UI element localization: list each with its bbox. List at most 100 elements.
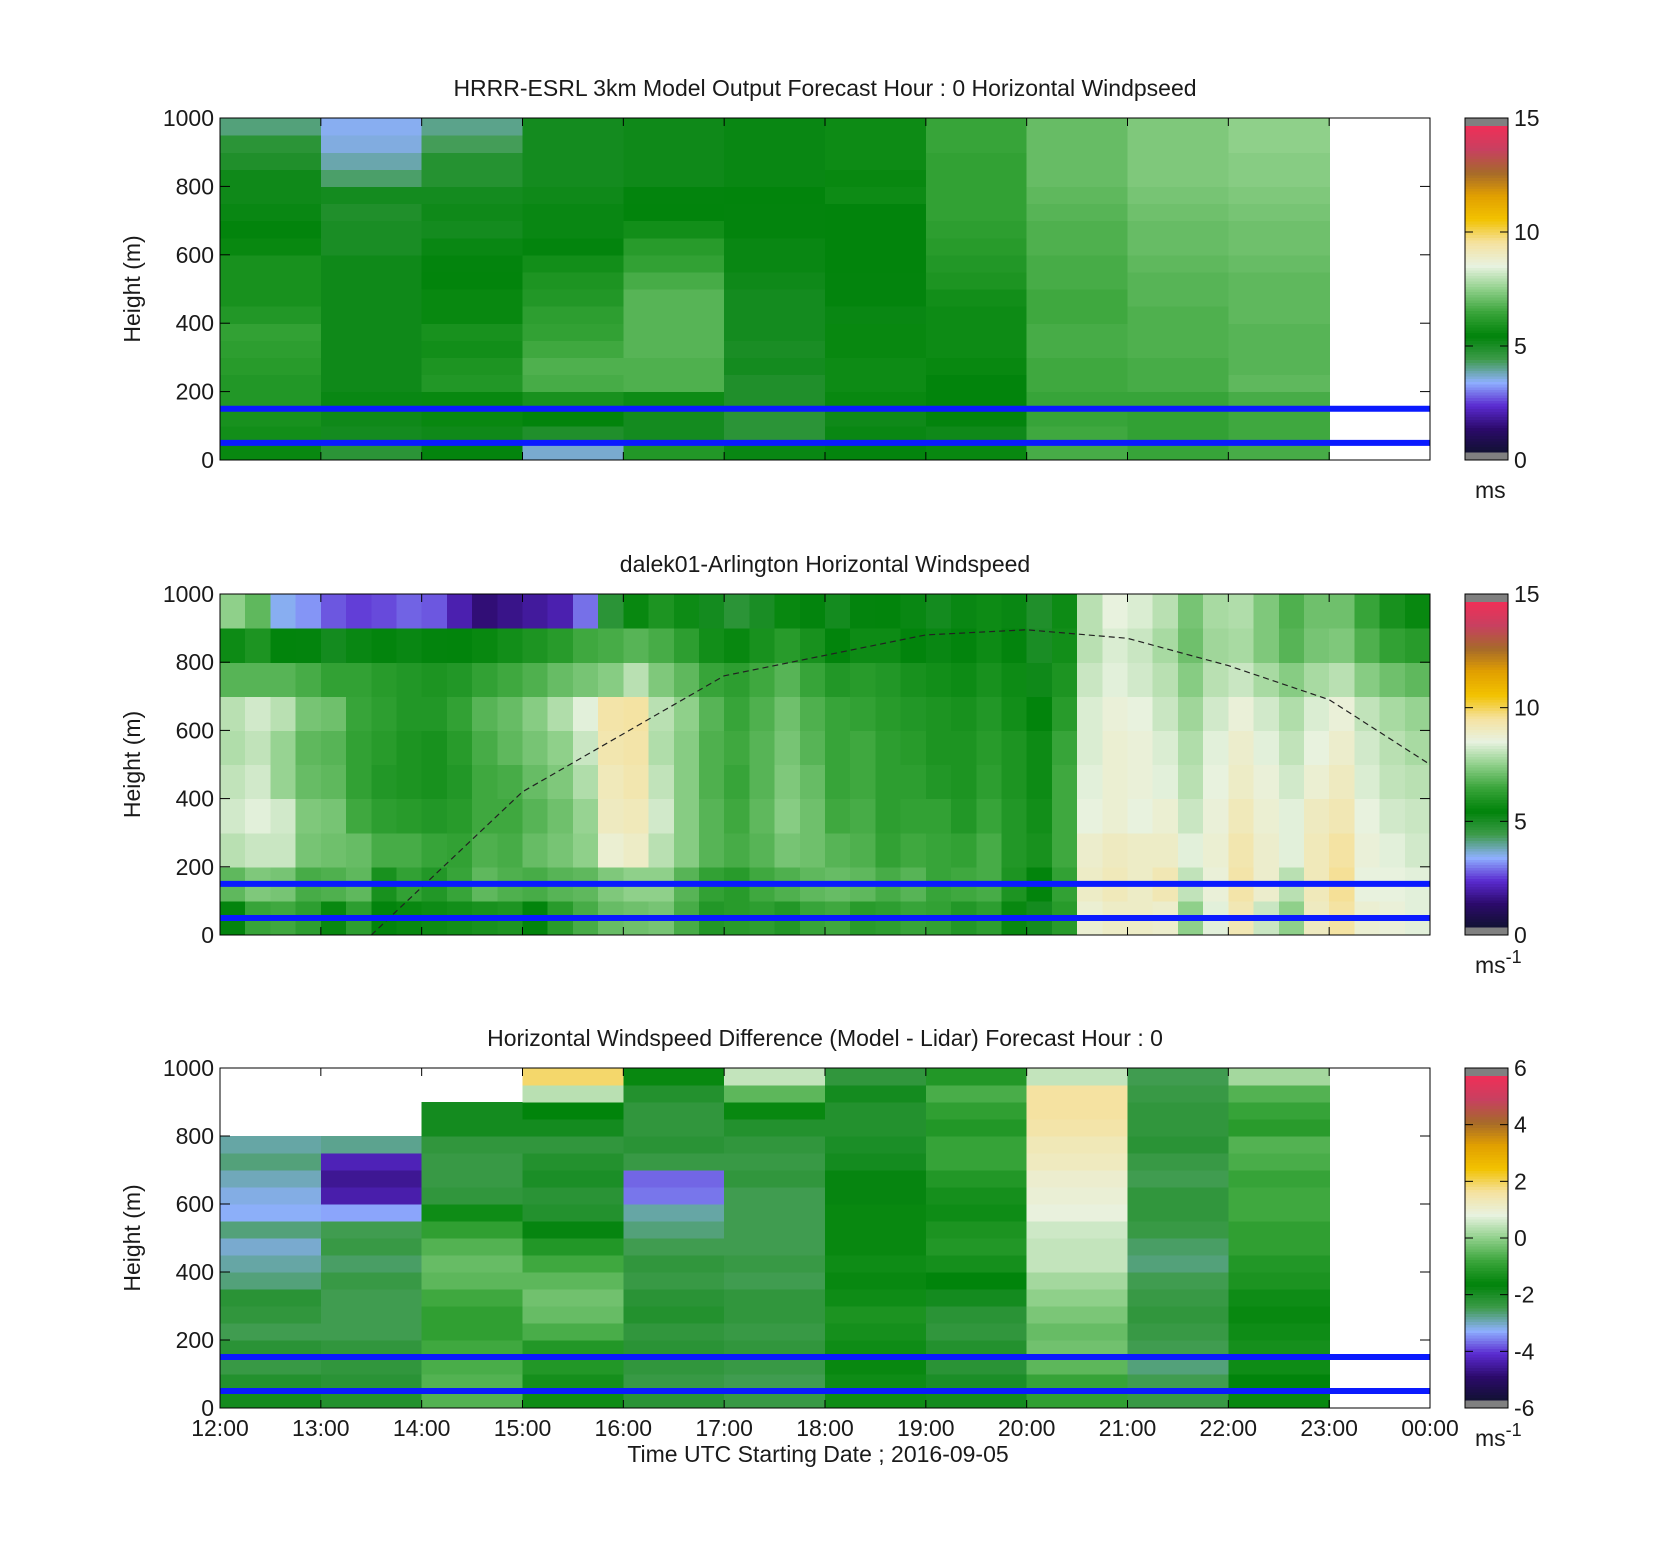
heatmap-cell (1228, 254, 1330, 273)
colorbar-segment (1465, 297, 1508, 301)
colorbar-segment (1465, 1343, 1508, 1347)
heatmap-cell (1228, 1187, 1330, 1205)
colorbar-segment (1465, 1348, 1508, 1352)
heatmap-cell (1228, 832, 1255, 868)
colorbar-segment (1465, 1286, 1508, 1290)
heatmap-cell (749, 730, 776, 766)
heatmap-cell (925, 237, 1028, 256)
heatmap-cell (774, 798, 801, 834)
heatmap-cell (270, 628, 297, 663)
heatmap-cell (1228, 220, 1330, 239)
colorbar-segment (1465, 212, 1508, 217)
heatmap-cell (220, 1357, 322, 1375)
colorbar-segment (1465, 343, 1508, 347)
colorbar-segment (1465, 308, 1508, 312)
heatmap-cell (421, 271, 524, 290)
heatmap-cell (698, 628, 725, 663)
heatmap-cell (421, 323, 524, 341)
heatmap-cell (295, 764, 322, 800)
heatmap-cell (295, 662, 322, 697)
heatmap-cell (724, 203, 826, 222)
x-tick-label: 18:00 (796, 1415, 854, 1441)
colorbar-tick-label: 10 (1514, 695, 1540, 721)
heatmap-cell (1203, 730, 1229, 766)
heatmap-cell (623, 1306, 725, 1324)
heatmap-cell (1354, 628, 1381, 663)
heatmap-cell (825, 306, 927, 324)
colorbar-segment (1465, 718, 1508, 722)
heatmap-cell (1177, 798, 1204, 834)
heatmap-cell (522, 1238, 624, 1256)
heatmap-cell (1077, 832, 1103, 868)
heatmap-cell (1278, 594, 1305, 629)
colorbar-segment (1465, 1240, 1508, 1244)
heatmap-cell (1026, 152, 1129, 170)
heatmap-cell (270, 730, 297, 766)
x-tick-label: 16:00 (595, 1415, 653, 1441)
heatmap-cell (925, 764, 952, 800)
heatmap-cell (900, 764, 927, 800)
colorbar-segment (1465, 802, 1508, 806)
colorbar-segment (1465, 794, 1508, 798)
heatmap-cell (1026, 374, 1129, 393)
heatmap-cell (925, 1289, 1028, 1307)
heatmap-cell (1228, 1136, 1330, 1154)
heatmap-cell (1228, 1153, 1330, 1171)
heatmap-cell (724, 186, 826, 205)
heatmap-cell (976, 696, 1003, 731)
heatmap-cell (1127, 1238, 1229, 1256)
heatmap-cell (1127, 1085, 1229, 1103)
heatmap-cell (1354, 696, 1381, 731)
heatmap-cell (976, 662, 1003, 697)
colorbar-segment (1465, 764, 1508, 768)
heatmap-cell (724, 340, 826, 358)
colorbar-segment (1465, 775, 1508, 779)
colorbar-segment (1465, 253, 1508, 257)
colorbar-segment (1465, 1097, 1508, 1101)
colorbar-segment (1465, 150, 1508, 154)
heatmap-cell (522, 323, 624, 341)
heatmap-cell (1026, 1068, 1129, 1086)
heatmap-cell (1404, 730, 1431, 766)
colorbar-segment (1465, 813, 1508, 817)
colorbar-frame (1464, 593, 1509, 936)
heatmap-cell (875, 662, 902, 697)
heatmap-cell (825, 408, 927, 427)
colorbar-segment (1465, 1300, 1508, 1304)
heatmap-cell (951, 628, 977, 663)
heatmap-cell (623, 1391, 725, 1409)
heatmap-cell (951, 764, 977, 800)
colorbar-tick-label: -6 (1514, 1395, 1534, 1421)
heatmap-cell (925, 254, 1028, 273)
heatmap-cell (623, 340, 725, 358)
heatmap-cell (320, 1204, 423, 1222)
heatmap-cell (724, 152, 826, 170)
colorbar-segment (1465, 691, 1508, 695)
heatmap-cell (1026, 306, 1129, 324)
x-tick-label: 22:00 (1200, 1415, 1258, 1441)
heatmap-cell (598, 594, 624, 629)
heatmap-cell (320, 764, 347, 800)
heatmap-cell (850, 798, 877, 834)
heatmap-cell (1026, 798, 1053, 834)
heatmap-cell (724, 1136, 826, 1154)
colorbar-segment (1465, 1270, 1508, 1274)
colorbar-segment (1465, 1184, 1508, 1188)
heatmap-cell (1228, 1102, 1330, 1120)
colorbar-segment (1465, 264, 1508, 268)
heatmap-cell (925, 323, 1028, 341)
heatmap-cell (925, 1119, 1028, 1137)
heatmap-cell (472, 594, 498, 629)
heatmap-cell (951, 696, 977, 731)
heatmap-cell (1253, 798, 1280, 834)
heatmap-cell (295, 696, 322, 731)
colorbar-segment (1465, 756, 1508, 760)
heatmap-cell (925, 1238, 1028, 1256)
colorbar-underflow (1465, 1400, 1508, 1408)
heatmap-cell (951, 594, 977, 629)
heatmap-cell (724, 135, 826, 153)
heatmap-cell (1203, 798, 1229, 834)
heatmap-cell (396, 832, 423, 868)
heatmap-cell (925, 1102, 1028, 1120)
colorbar-segment (1465, 683, 1508, 687)
